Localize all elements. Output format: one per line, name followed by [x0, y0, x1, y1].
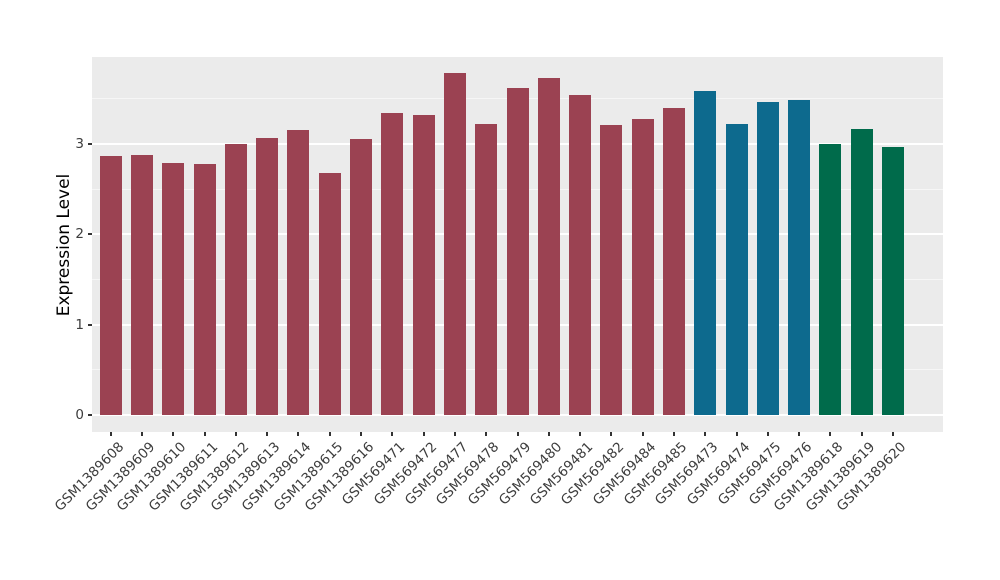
- bar-GSM569473: [694, 91, 717, 415]
- x-axis-tick: [234, 432, 237, 436]
- bar-GSM569479: [506, 87, 529, 415]
- x-axis-tick: [360, 432, 363, 436]
- x-axis-tick: [516, 432, 519, 436]
- bar-GSM1389619: [850, 129, 873, 415]
- bar-GSM1389618: [819, 143, 842, 415]
- x-axis-tick: [297, 432, 300, 436]
- bar-GSM569471: [381, 113, 404, 415]
- y-axis-title: Expression Level: [54, 173, 74, 316]
- bar-GSM1389611: [193, 163, 216, 415]
- x-axis-tick: [203, 432, 206, 436]
- bar-GSM1389610: [162, 162, 185, 415]
- x-axis-tick: [453, 432, 456, 436]
- y-axis-tick: [88, 142, 92, 145]
- bar-GSM1389616: [350, 139, 373, 415]
- bar-GSM569480: [537, 77, 560, 415]
- bar-GSM1389613: [256, 138, 279, 415]
- y-axis-tick: [88, 233, 92, 236]
- x-axis-tick: [328, 432, 331, 436]
- x-axis-tick: [485, 432, 488, 436]
- x-axis-tick: [172, 432, 175, 436]
- bar-GSM1389609: [131, 154, 154, 415]
- x-axis-tick: [641, 432, 644, 436]
- bar-GSM569477: [443, 73, 466, 415]
- bar-GSM569475: [756, 102, 779, 415]
- bar-GSM569472: [412, 114, 435, 415]
- x-axis-tick: [266, 432, 269, 436]
- bar-GSM569484: [631, 119, 654, 415]
- bar-GSM1389612: [224, 143, 247, 415]
- x-axis-tick: [109, 432, 112, 436]
- plot-panel: [92, 57, 943, 432]
- x-axis-tick: [547, 432, 550, 436]
- y-axis-label: 2: [75, 226, 84, 243]
- bar-GSM1389614: [287, 130, 310, 415]
- bar-GSM569476: [788, 100, 811, 415]
- x-axis-tick: [672, 432, 675, 436]
- bar-GSM569485: [662, 107, 685, 415]
- bar-GSM1389608: [99, 155, 122, 415]
- x-axis-tick: [766, 432, 769, 436]
- x-axis-tick: [141, 432, 144, 436]
- bar-GSM569478: [475, 123, 498, 415]
- bar-GSM1389620: [881, 146, 904, 415]
- x-axis-tick: [391, 432, 394, 436]
- x-axis-tick: [579, 432, 582, 436]
- bar-GSM569474: [725, 123, 748, 415]
- y-axis-label: 1: [75, 316, 84, 333]
- x-axis-tick: [798, 432, 801, 436]
- x-axis-tick: [704, 432, 707, 436]
- x-axis-tick: [891, 432, 894, 436]
- bar-GSM569482: [600, 124, 623, 415]
- x-axis-tick: [860, 432, 863, 436]
- y-axis-tick: [88, 323, 92, 326]
- x-axis-tick: [610, 432, 613, 436]
- x-axis-tick: [422, 432, 425, 436]
- y-axis-label: 0: [75, 407, 84, 423]
- y-axis-label: 3: [75, 135, 84, 152]
- x-axis-tick: [735, 432, 738, 436]
- bar-GSM1389615: [318, 172, 341, 415]
- x-axis-tick: [829, 432, 832, 436]
- major-gridline: [92, 414, 943, 416]
- bar-GSM569481: [569, 94, 592, 415]
- y-axis-tick: [88, 414, 92, 416]
